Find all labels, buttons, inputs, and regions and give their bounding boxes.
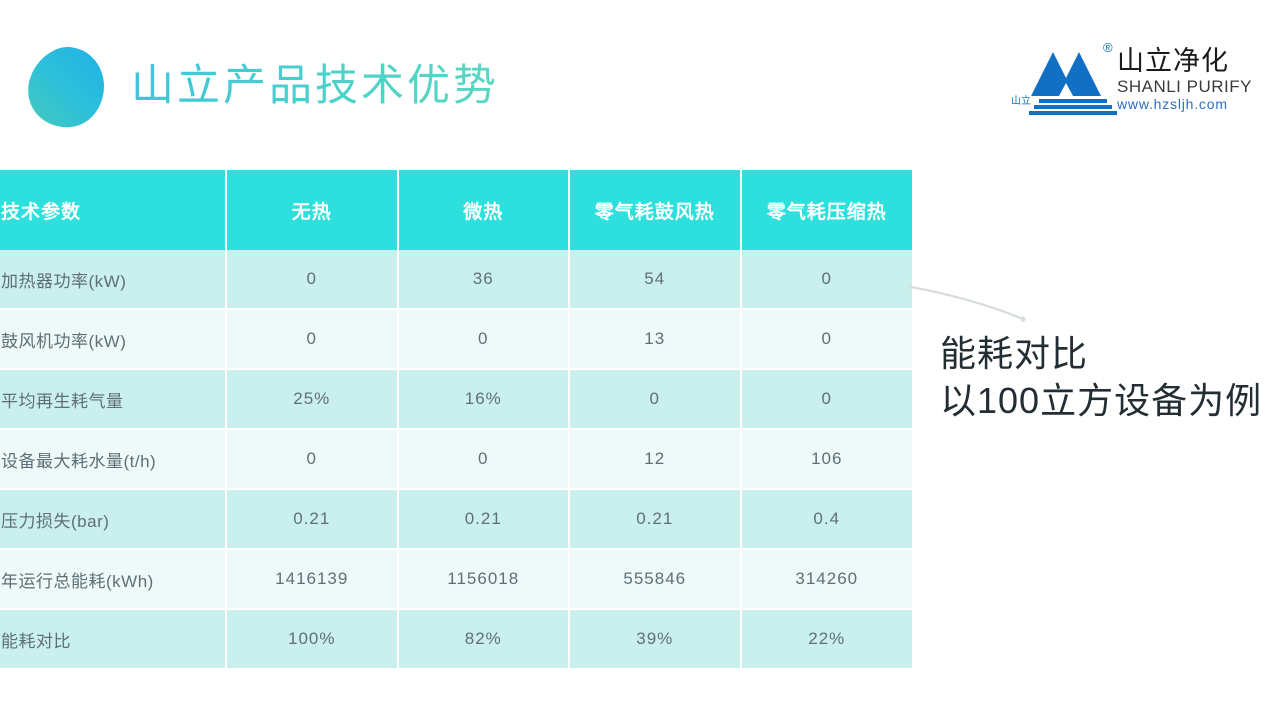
table-header-row: 技术参数 无热 微热 零气耗鼓风热 零气耗压缩热 <box>0 170 912 250</box>
logo-mark-label: 山立 <box>1011 96 1031 107</box>
table-cell: 0 <box>226 250 399 310</box>
callout-annotation: 能耗对比 以100立方设备为例 <box>940 330 1270 424</box>
table-cell: 16% <box>397 369 570 430</box>
table-cell: 314260 <box>740 549 912 610</box>
slide-header: 山立产品技术优势 ® 山立 山立净化 SHANLI PURIFY www.hzs… <box>0 0 1280 160</box>
mountain-logo-icon: ® <box>1029 40 1117 115</box>
table-body: 加热器功率(kW) 0 36 54 0 鼓风机功率(kW) 0 0 13 0 平… <box>0 250 912 668</box>
table-header: 技术参数 无热 微热 零气耗鼓风热 零气耗压缩热 <box>0 170 912 250</box>
column-header-no-heat: 无热 <box>226 170 399 250</box>
table-row: 加热器功率(kW) 0 36 54 0 <box>0 250 912 310</box>
technical-specs-table: 技术参数 无热 微热 零气耗鼓风热 零气耗压缩热 加热器功率(kW) 0 36 … <box>0 170 912 668</box>
brand-logo: ® 山立 山立净化 SHANLI PURIFY www.hzsljh.com <box>1009 38 1254 122</box>
table-cell: 0.21 <box>397 489 570 550</box>
column-header-micro-heat: 微热 <box>397 170 570 250</box>
table-cell: 13 <box>569 309 742 370</box>
table-row: 压力损失(bar) 0.21 0.21 0.21 0.4 <box>0 489 912 550</box>
row-label: 加热器功率(kW) <box>0 250 227 310</box>
table-cell: 1156018 <box>397 549 570 610</box>
table-cell: 0.21 <box>569 489 742 550</box>
row-label: 能耗对比 <box>0 609 227 668</box>
callout-line-1: 能耗对比 <box>940 333 1089 374</box>
row-label: 平均再生耗气量 <box>0 369 227 430</box>
row-label: 鼓风机功率(kW) <box>0 309 227 370</box>
column-header-zero-purge-blower: 零气耗鼓风热 <box>569 170 742 250</box>
table-cell: 0.4 <box>740 489 912 550</box>
table-cell: 0 <box>740 369 912 430</box>
page-title: 山立产品技术优势 <box>131 55 499 117</box>
table-cell: 25% <box>226 369 399 430</box>
table-row: 平均再生耗气量 25% 16% 0 0 <box>0 369 912 430</box>
table-cell: 0 <box>226 309 399 370</box>
table-cell: 82% <box>397 609 570 668</box>
table-cell: 36 <box>397 250 570 310</box>
decorative-blob-icon <box>28 47 105 128</box>
row-label: 年运行总能耗(kWh) <box>0 549 227 610</box>
table-cell: 555846 <box>569 549 742 610</box>
logo-website-url: www.hzsljh.com <box>1117 96 1228 112</box>
table-cell: 0 <box>569 369 742 430</box>
row-label: 压力损失(bar) <box>0 489 227 550</box>
logo-text-block: 山立净化 SHANLI PURIFY www.hzsljh.com <box>1117 46 1257 113</box>
table-cell: 0 <box>740 250 912 310</box>
logo-english-name: SHANLI PURIFY <box>1117 77 1252 96</box>
column-header-parameter: 技术参数 <box>0 170 227 250</box>
table-cell: 0 <box>740 309 912 370</box>
svg-text:®: ® <box>1103 40 1113 55</box>
table-row: 鼓风机功率(kW) 0 0 13 0 <box>0 309 912 370</box>
table-cell: 54 <box>569 250 742 310</box>
table-cell: 39% <box>569 609 742 668</box>
table-cell: 0 <box>397 429 570 490</box>
connector-curve-icon <box>909 285 1026 322</box>
callout-line-2: 以100立方设备为例 <box>940 380 1263 421</box>
table-cell: 1416139 <box>226 549 399 610</box>
table-row: 年运行总能耗(kWh) 1416139 1156018 555846 31426… <box>0 549 912 610</box>
table-cell: 106 <box>740 429 912 490</box>
table-cell: 12 <box>569 429 742 490</box>
table-cell: 22% <box>740 609 912 668</box>
logo-chinese-name: 山立净化 <box>1117 46 1229 76</box>
table-row: 设备最大耗水量(t/h) 0 0 12 106 <box>0 429 912 490</box>
table-cell: 0 <box>226 429 399 490</box>
table-cell: 0 <box>397 309 570 370</box>
row-label: 设备最大耗水量(t/h) <box>0 429 227 490</box>
table-row: 能耗对比 100% 82% 39% 22% <box>0 609 912 668</box>
table-cell: 0.21 <box>226 489 399 550</box>
table-cell: 100% <box>226 609 399 668</box>
column-header-zero-purge-compression: 零气耗压缩热 <box>740 170 912 250</box>
